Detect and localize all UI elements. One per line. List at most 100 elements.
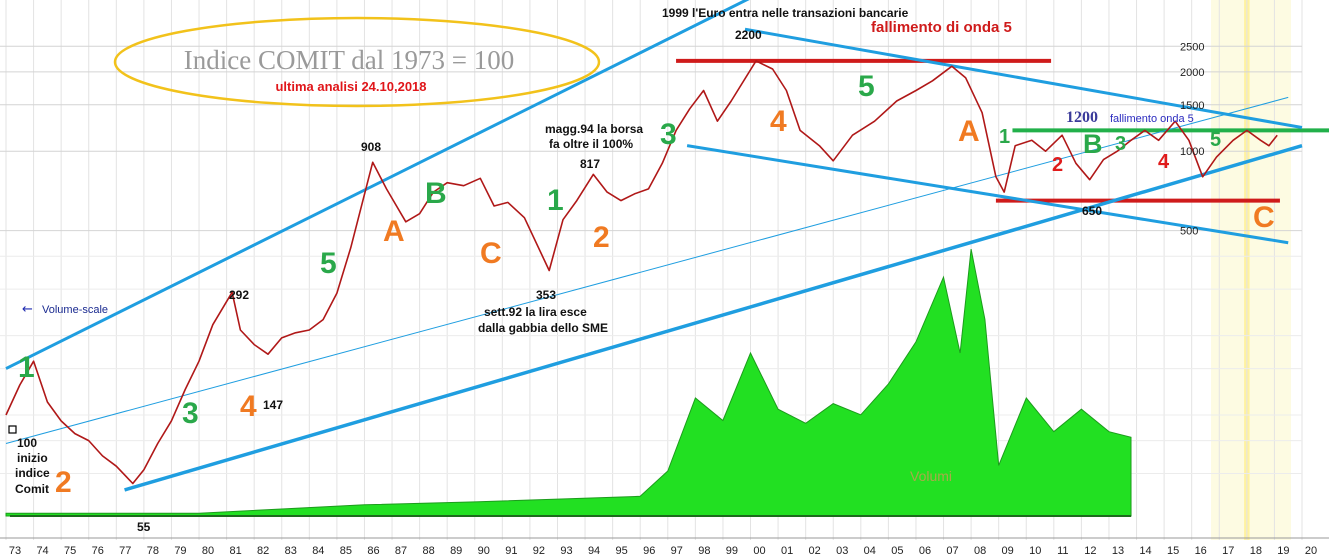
trend-channels <box>5 0 1303 492</box>
x-tick-label: 96 <box>643 545 655 557</box>
x-tick-label: 03 <box>836 545 848 557</box>
x-tick-label: 95 <box>616 545 628 557</box>
x-tick-label: 07 <box>946 545 958 557</box>
x-tick-label: 93 <box>560 545 572 557</box>
trend-line <box>5 96 1289 444</box>
x-tick-label: 86 <box>367 545 379 557</box>
x-tick-label: 78 <box>147 545 159 557</box>
peak-label-100: 100 <box>17 436 37 450</box>
peak-label-908: 908 <box>361 140 381 154</box>
wave-label: 2 <box>593 221 610 254</box>
maggio94-note-2: fa oltre il 100% <box>549 137 633 151</box>
trend-line <box>5 0 750 370</box>
wave-label: 3 <box>660 118 677 151</box>
x-tick-label: 73 <box>9 545 21 557</box>
highlight-band <box>1211 0 1291 540</box>
x-tick-label: 80 <box>202 545 214 557</box>
wave-label: A <box>958 115 980 148</box>
x-tick-label: 01 <box>781 545 793 557</box>
peak-label-2200: 2200 <box>735 28 762 42</box>
wave-label: B <box>425 177 447 210</box>
x-tick-label: 13 <box>1112 545 1124 557</box>
inizio-note-3: Comit <box>15 482 49 496</box>
x-tick-label: 91 <box>505 545 517 557</box>
y-tick-label: 1000 <box>1180 146 1204 158</box>
x-tick-label: 79 <box>174 545 186 557</box>
wave-labels: 1 2 3 4 5 A B C 1 2 3 4 5 A 1 2 B 3 4 5 … <box>18 70 1275 499</box>
x-tick-label: 76 <box>92 545 104 557</box>
x-tick-label: 85 <box>340 545 352 557</box>
horizontal-lines <box>676 58 1329 203</box>
y-tick-label: 1500 <box>1180 100 1204 112</box>
x-tick-label: 92 <box>533 545 545 557</box>
x-tick-label: 04 <box>864 545 876 557</box>
peak-label-817: 817 <box>580 157 600 171</box>
price-line <box>5 60 1278 485</box>
x-tick-label: 18 <box>1250 545 1262 557</box>
wave-label: 4 <box>1158 151 1170 173</box>
x-tick-label: 98 <box>698 545 710 557</box>
x-tick-label: 02 <box>809 545 821 557</box>
peak-label-650: 650 <box>1082 204 1102 218</box>
wave-label: 1 <box>18 351 35 384</box>
x-tick-label: 16 <box>1195 545 1207 557</box>
x-tick-label: 81 <box>229 545 241 557</box>
volume-area <box>5 249 1132 517</box>
peak-label-147: 147 <box>263 398 283 412</box>
x-tick-label: 83 <box>285 545 297 557</box>
wave-label: 5 <box>1210 129 1221 151</box>
x-tick-label: 06 <box>919 545 931 557</box>
volume-scale-note: Volume-scale <box>42 304 108 316</box>
x-tick-label: 88 <box>422 545 434 557</box>
x-tick-label: 09 <box>1002 545 1014 557</box>
x-tick-label: 10 <box>1029 545 1041 557</box>
trend-line <box>686 144 1289 245</box>
x-tick-label: 77 <box>119 545 131 557</box>
wave-label: 3 <box>182 397 199 430</box>
title-oval <box>113 16 601 108</box>
wave-label: B <box>1083 129 1103 159</box>
volume-scale-arrow-icon: ← <box>22 302 33 317</box>
x-tick-label: 74 <box>36 545 48 557</box>
volume-area-fill <box>5 249 1132 517</box>
wave-label: 5 <box>858 70 875 103</box>
x-tick-label: 05 <box>891 545 903 557</box>
wave-label: C <box>480 237 502 270</box>
start-marker <box>8 425 17 434</box>
wave-label: 1 <box>547 184 564 217</box>
x-tick-label: 00 <box>753 545 765 557</box>
highlight-bands <box>1211 0 1291 540</box>
y-axis: 2500 2000 1500 1000 500 <box>1180 41 1204 237</box>
wave-label: C <box>1253 201 1275 234</box>
x-tick-label: 08 <box>974 545 986 557</box>
price-series <box>5 60 1278 485</box>
peak-label-1200: 1200 <box>1066 109 1098 126</box>
x-tick-label: 75 <box>64 545 76 557</box>
peak-label-353: 353 <box>536 288 556 302</box>
wave-label: 3 <box>1115 133 1126 155</box>
chart-title: Indice COMIT dal 1973 = 100 <box>184 45 514 75</box>
x-axis: 73 74 75 76 77 78 79 80 81 82 83 84 85 86 87 88 89 90 91 92… <box>0 537 1329 557</box>
wave-label: 1 <box>999 126 1010 148</box>
inizio-note-2: indice <box>15 466 50 480</box>
x-tick-label: 94 <box>588 545 600 557</box>
fallimento-small-note: fallimento onda 5 <box>1110 113 1194 125</box>
wave-label: 4 <box>770 105 787 138</box>
euro-note: 1999 l'Euro entra nelle transazioni banc… <box>662 6 909 20</box>
x-tick-label: 15 <box>1167 545 1179 557</box>
trend-line <box>744 27 1303 130</box>
y-tick-label: 500 <box>1180 226 1198 238</box>
volumi-note: Volumi <box>910 468 952 484</box>
x-tick-label: 84 <box>312 545 324 557</box>
y-tick-label: 2000 <box>1180 67 1204 79</box>
x-tick-label: 89 <box>450 545 462 557</box>
sett92-note-2: dalla gabbia dello SME <box>478 321 608 335</box>
chart-subtitle: ultima analisi 24.10,2018 <box>275 79 426 94</box>
peak-label-55: 55 <box>137 520 151 534</box>
y-tick-label: 2500 <box>1180 41 1204 53</box>
maggio94-note-1: magg.94 la borsa <box>545 122 643 136</box>
x-tick-label: 11 <box>1057 545 1068 557</box>
x-tick-label: 97 <box>671 545 683 557</box>
x-tick-label: 90 <box>478 545 490 557</box>
wave-label: 4 <box>240 390 257 423</box>
